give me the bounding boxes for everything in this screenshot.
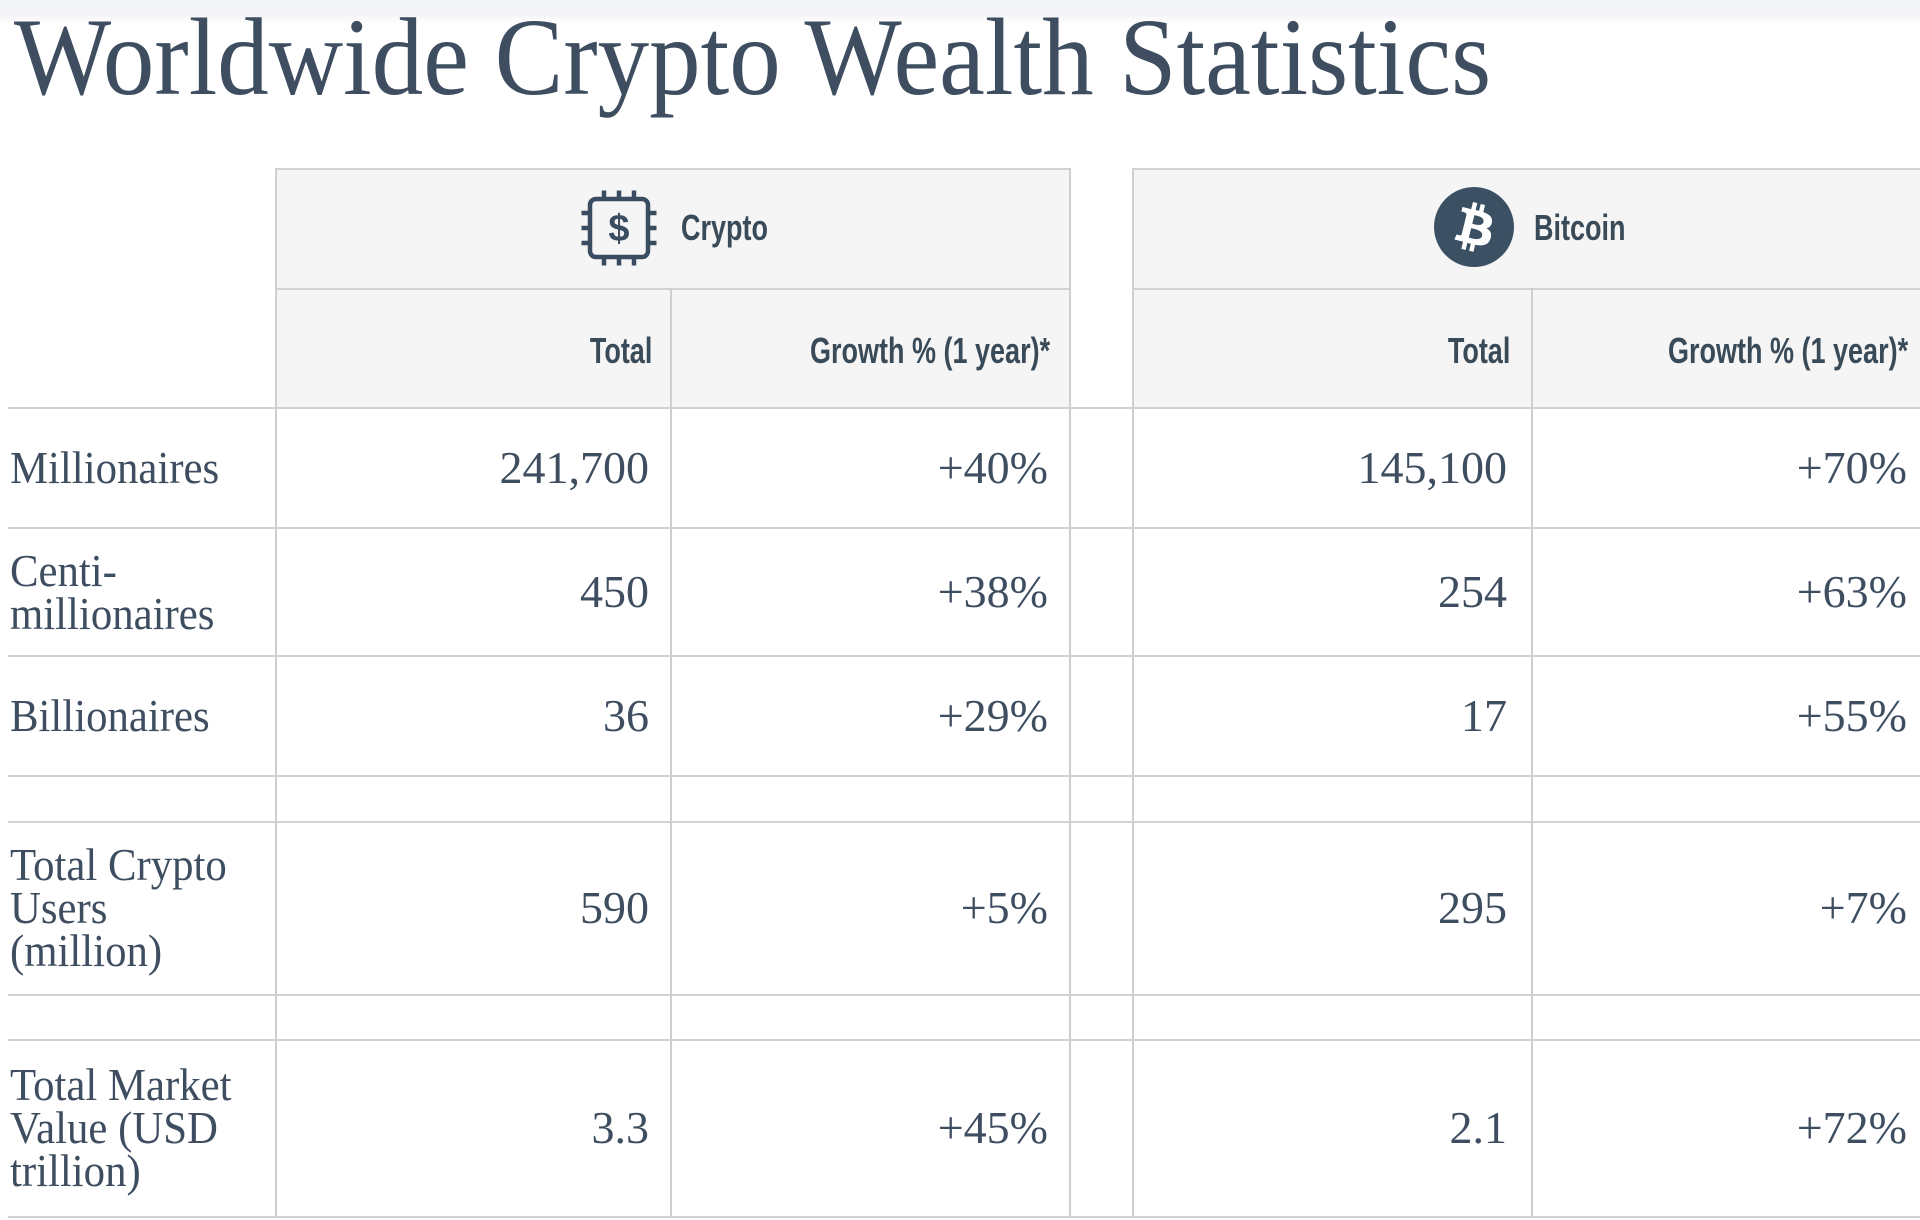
svg-text:$: $	[608, 208, 629, 250]
